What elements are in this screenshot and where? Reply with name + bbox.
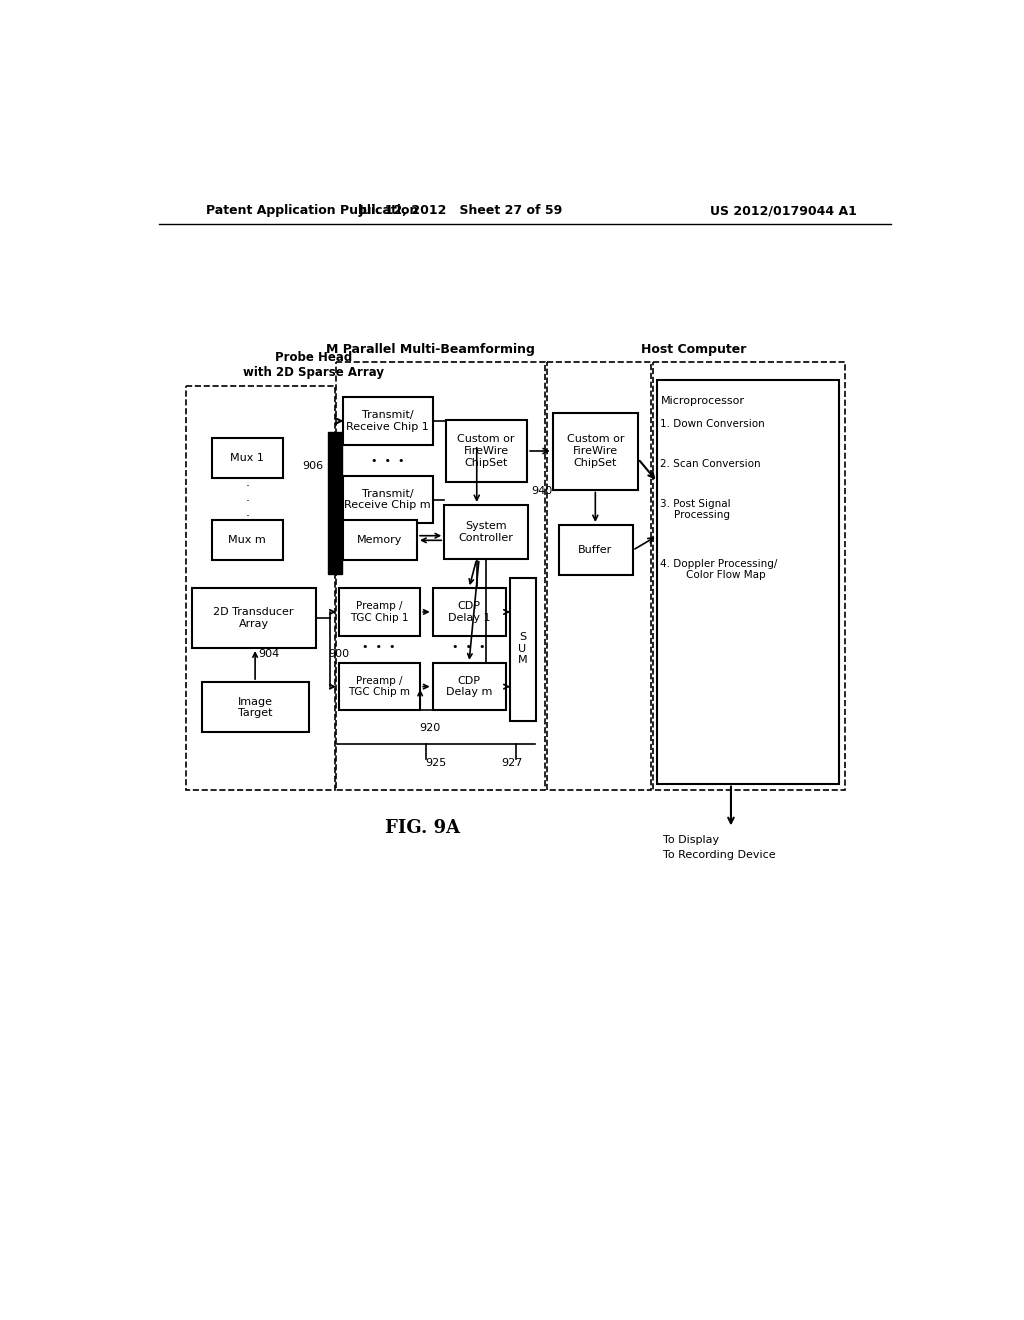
Text: 925: 925 <box>425 758 446 768</box>
Bar <box>186 385 335 789</box>
Text: Preamp /
TGC Chip m: Preamp / TGC Chip m <box>348 676 410 697</box>
Bar <box>444 506 528 558</box>
Text: System
Controller: System Controller <box>459 521 513 543</box>
Text: •  •  •: • • • <box>371 455 404 466</box>
Text: M Parallel Multi-Beamforming: M Parallel Multi-Beamforming <box>326 343 535 356</box>
Bar <box>343 397 432 445</box>
Bar <box>343 520 417 560</box>
Bar <box>432 589 506 636</box>
Text: Transmit/
Receive Chip m: Transmit/ Receive Chip m <box>344 488 431 511</box>
Bar <box>445 420 527 482</box>
Text: FIG. 9A: FIG. 9A <box>385 820 460 837</box>
Text: 927: 927 <box>502 758 523 768</box>
Bar <box>212 438 283 478</box>
Text: 906: 906 <box>302 462 324 471</box>
Text: Host Computer: Host Computer <box>641 343 746 356</box>
Text: Mux m: Mux m <box>228 536 266 545</box>
Text: ·
·
·: · · · <box>246 479 250 523</box>
Text: •  •  •: • • • <box>453 643 485 652</box>
Text: •  •  •: • • • <box>362 643 396 652</box>
Text: Custom or
FireWire
ChipSet: Custom or FireWire ChipSet <box>458 434 515 467</box>
Text: Transmit/
Receive Chip 1: Transmit/ Receive Chip 1 <box>346 411 429 432</box>
Bar <box>339 589 420 636</box>
Text: CDP
Delay m: CDP Delay m <box>445 676 493 697</box>
Text: 904: 904 <box>258 648 280 659</box>
Bar <box>510 578 536 721</box>
Bar <box>547 363 651 789</box>
Bar <box>328 432 342 574</box>
Bar <box>432 663 506 710</box>
Text: 900: 900 <box>328 648 349 659</box>
Text: Preamp /
TGC Chip 1: Preamp / TGC Chip 1 <box>350 601 409 623</box>
Bar <box>343 475 432 524</box>
Text: Mux 1: Mux 1 <box>230 453 264 463</box>
Bar <box>191 589 315 648</box>
Text: 3. Post Signal
    Processing: 3. Post Signal Processing <box>660 499 731 520</box>
Text: Patent Application Publication: Patent Application Publication <box>206 205 418 218</box>
Bar <box>336 363 545 789</box>
Text: S
U
M: S U M <box>518 632 527 665</box>
Text: CDP
Delay 1: CDP Delay 1 <box>447 601 490 623</box>
Bar <box>657 380 839 784</box>
Text: US 2012/0179044 A1: US 2012/0179044 A1 <box>710 205 856 218</box>
Bar <box>212 520 283 560</box>
Text: To Display: To Display <box>663 834 719 845</box>
Text: Microprocessor: Microprocessor <box>660 396 744 405</box>
Text: 920: 920 <box>420 723 441 733</box>
Bar <box>339 663 420 710</box>
Bar <box>553 412 638 490</box>
Text: Jul. 12, 2012   Sheet 27 of 59: Jul. 12, 2012 Sheet 27 of 59 <box>359 205 563 218</box>
Text: Buffer: Buffer <box>579 545 612 556</box>
Bar <box>652 363 845 789</box>
Text: 4. Doppler Processing/
    Color Flow Map: 4. Doppler Processing/ Color Flow Map <box>660 558 778 581</box>
Text: 2D Transducer
Array: 2D Transducer Array <box>213 607 294 628</box>
Text: Image
Target: Image Target <box>238 697 272 718</box>
Text: Probe Head
with 2D Sparse Array: Probe Head with 2D Sparse Array <box>243 351 384 379</box>
Text: Memory: Memory <box>357 536 402 545</box>
Text: Custom or
FireWire
ChipSet: Custom or FireWire ChipSet <box>566 434 624 467</box>
Text: 940: 940 <box>531 486 552 496</box>
Text: 1. Down Conversion: 1. Down Conversion <box>660 418 765 429</box>
Text: 2. Scan Conversion: 2. Scan Conversion <box>660 459 761 469</box>
Bar <box>202 682 308 733</box>
Bar <box>559 525 633 576</box>
Text: To Recording Device: To Recording Device <box>663 850 775 861</box>
